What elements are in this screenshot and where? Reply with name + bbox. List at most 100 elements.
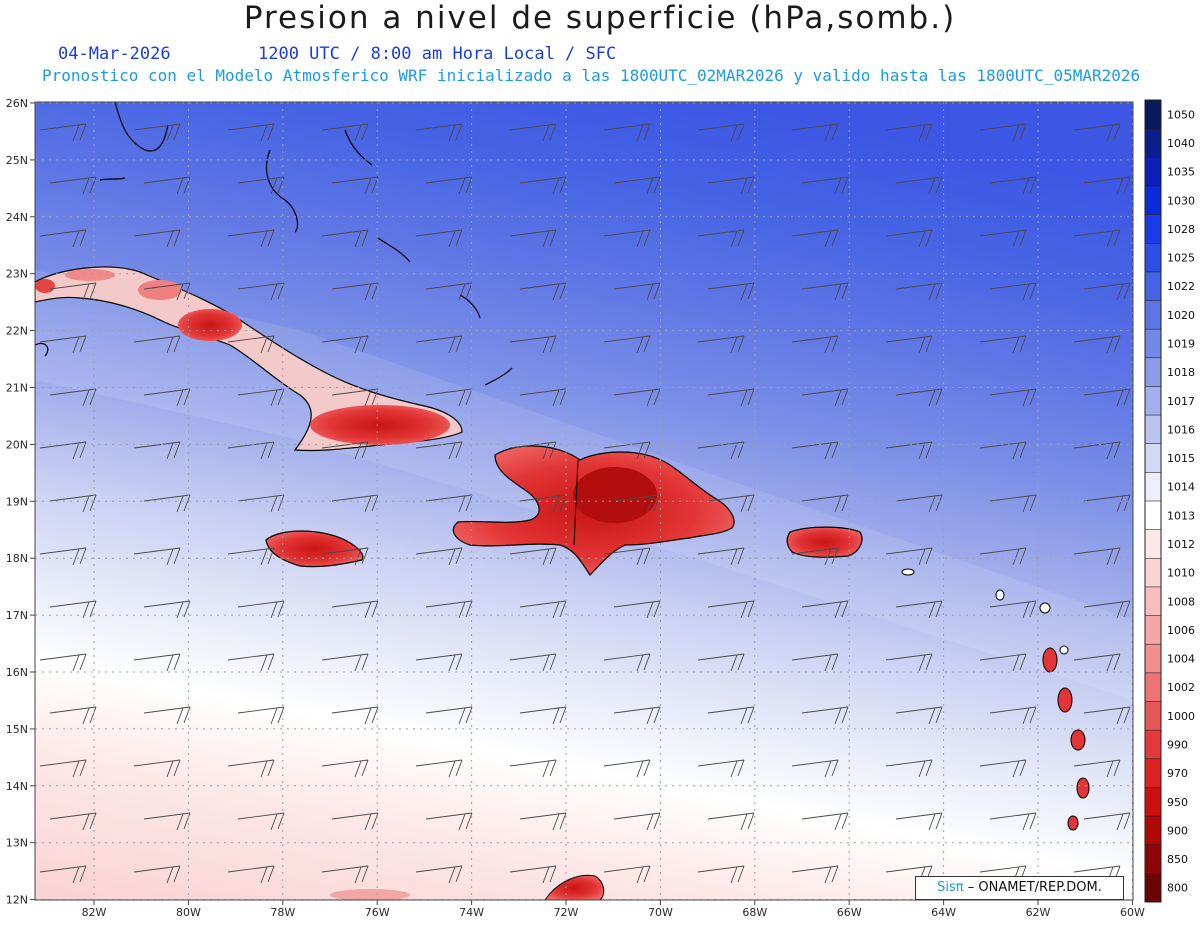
hispaniola-landmass <box>452 445 735 576</box>
wind-barb <box>509 123 557 142</box>
wind-barb <box>801 706 849 725</box>
forecast-date: 04-Mar-2026 <box>58 44 171 64</box>
wind-barb <box>707 176 755 195</box>
colorbar-swatch <box>1145 701 1161 731</box>
wind-barb <box>237 706 285 725</box>
wind-barb <box>979 123 1027 142</box>
lesser-antilles <box>901 568 1090 831</box>
wind-barb <box>238 919 284 927</box>
wind-barb <box>143 706 191 725</box>
wind-barb <box>989 282 1037 301</box>
wind-barb <box>989 812 1037 831</box>
wind-barb <box>519 282 567 301</box>
wind-barb <box>708 919 754 927</box>
colorbar-label: 1020 <box>1167 309 1195 322</box>
lon-label: 62W <box>1026 906 1051 919</box>
colorbar-swatch <box>1145 185 1161 215</box>
wind-barb <box>509 865 557 884</box>
wind-barb <box>415 759 463 778</box>
wind-barb <box>1073 441 1121 460</box>
wind-barb <box>697 547 745 566</box>
wind-barb <box>133 865 181 884</box>
wind-barb <box>989 176 1037 195</box>
colorbar-label: 990 <box>1167 738 1188 751</box>
colorbar-label: 1013 <box>1167 509 1195 522</box>
wind-barb <box>133 123 181 142</box>
colorbar-label: 950 <box>1167 796 1188 809</box>
colorbar-swatch <box>1145 386 1161 416</box>
lat-label: 21N <box>6 382 28 395</box>
wind-barb <box>1178 177 1200 194</box>
wind-barb <box>509 759 557 778</box>
wind-barb <box>227 335 275 354</box>
wind-barb <box>1168 866 1200 883</box>
wind-barb <box>237 812 285 831</box>
credit-text: – ONAMET/REP.DOM. <box>967 880 1102 895</box>
wind-barb <box>227 759 275 778</box>
lat-label: 25N <box>6 154 28 167</box>
colorbar-swatch <box>1145 558 1161 588</box>
wind-barb <box>1083 388 1131 407</box>
colorbar-label: 1019 <box>1167 337 1195 350</box>
wind-barb <box>331 388 379 407</box>
latitude-labels: 26N 25N 24N 23N 22N 21N 20N 19N 18N 17N 16N 15N 14N 1… <box>6 97 35 907</box>
colorbar-swatch <box>1145 472 1161 502</box>
colorbar-label: 970 <box>1167 767 1188 780</box>
colorbar-swatch <box>1145 816 1161 846</box>
wind-barb <box>603 123 651 142</box>
wind-barb <box>791 653 839 672</box>
wind-barb <box>979 229 1027 248</box>
colorbar-swatch <box>1145 157 1161 187</box>
wind-barb <box>227 229 275 248</box>
wind-barb <box>791 229 839 248</box>
wind-barb <box>237 388 285 407</box>
wind-barb <box>520 919 566 927</box>
wind-barb <box>519 176 567 195</box>
wind-barb <box>1073 759 1121 778</box>
wind-barb <box>425 600 473 619</box>
wind-barb <box>237 600 285 619</box>
colorbar-swatch <box>1145 415 1161 445</box>
wind-barb <box>227 547 275 566</box>
wind-barb <box>895 176 943 195</box>
wind-barb <box>1083 494 1131 513</box>
wind-barb <box>509 229 557 248</box>
colorbar-label: 1014 <box>1167 481 1195 494</box>
colorbar-swatch <box>1145 243 1161 273</box>
wind-barb <box>895 812 943 831</box>
wind-barb <box>801 176 849 195</box>
lat-label: 16N <box>6 666 28 679</box>
wind-barb <box>791 865 839 884</box>
colorbar-label: 1006 <box>1167 624 1195 637</box>
wind-barb <box>989 388 1037 407</box>
wind-barb <box>519 388 567 407</box>
jamaica-landmass <box>265 530 364 568</box>
wind-barb <box>425 706 473 725</box>
lat-label: 14N <box>6 780 28 793</box>
wind-barb <box>321 441 369 460</box>
wind-barb <box>143 282 191 301</box>
lon-label: 80W <box>176 906 201 919</box>
colorbar-swatch <box>1145 873 1161 903</box>
wind-barb <box>979 547 1027 566</box>
wind-barb <box>603 865 651 884</box>
wind-barb <box>603 547 651 566</box>
wind-barb <box>603 653 651 672</box>
wind-barb <box>415 547 463 566</box>
colorbar-swatch <box>1145 501 1161 530</box>
wind-barb <box>425 388 473 407</box>
wind-barb <box>332 919 378 927</box>
wind-barb <box>331 812 379 831</box>
wind-barb <box>425 812 473 831</box>
wind-barb <box>1084 919 1130 927</box>
lat-label: 18N <box>6 552 28 565</box>
wind-barb <box>133 759 181 778</box>
wind-barb <box>227 653 275 672</box>
lon-label: 72W <box>554 906 579 919</box>
wind-barb <box>49 388 97 407</box>
wind-barb <box>519 706 567 725</box>
wind-barb <box>519 812 567 831</box>
wind-barb <box>144 919 190 927</box>
wind-barb <box>49 494 97 513</box>
credit-box: Sisπ – ONAMET/REP.DOM. <box>915 876 1124 900</box>
